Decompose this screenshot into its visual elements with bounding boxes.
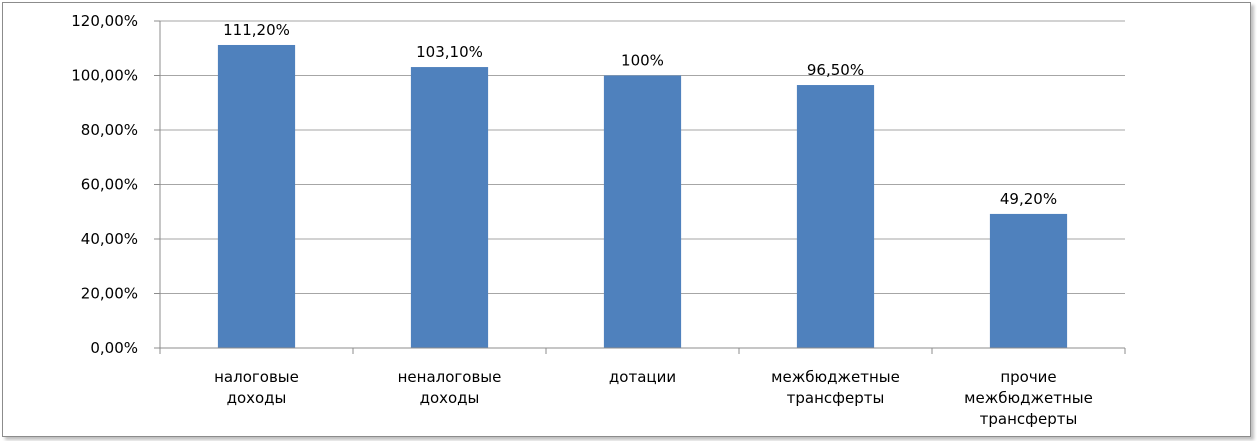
y-tick-labels: 0,00% 20,00% 40,00% 60,00% 80,00% 100,00% 120,… (71, 12, 138, 357)
axes (154, 20, 1126, 354)
y-tick-label: 80,00% (81, 121, 138, 139)
bar-chart: 0,00% 20,00% 40,00% 60,00% 80,00% 100,00% 120,… (71, 12, 1126, 428)
category-label-line: межбюджетные (964, 389, 1093, 407)
category-label-line: доходы (227, 389, 287, 407)
bar (217, 44, 296, 348)
y-tick-label: 0,00% (90, 339, 138, 357)
category-labels: налоговые доходы неналоговые доходы дотации м… (214, 368, 1093, 428)
data-label: 96,50% (807, 61, 864, 79)
y-tick-label: 60,00% (81, 176, 138, 194)
bars (217, 44, 1068, 349)
category-label-line: налоговые (214, 368, 299, 386)
category-label-line: неналоговые (398, 368, 502, 386)
category-label-line: межбюджетные (771, 368, 900, 386)
data-label: 100% (621, 52, 664, 70)
data-label: 103,10% (416, 43, 483, 61)
category-label: налоговые доходы (214, 368, 299, 407)
category-label: межбюджетные трансферты (771, 368, 900, 407)
y-tick-label: 100,00% (71, 67, 138, 85)
data-label: 49,20% (1000, 190, 1057, 208)
category-label-line: прочие (1000, 368, 1056, 386)
data-labels: 111,20% 103,10% 100% 96,50% 49,20% (223, 21, 1057, 208)
category-label-line: трансферты (980, 410, 1078, 428)
category-label: неналоговые доходы (398, 368, 502, 407)
data-label: 111,20% (223, 21, 290, 39)
category-label-line: доходы (420, 389, 480, 407)
y-tick-label: 20,00% (81, 285, 138, 303)
bar (989, 213, 1068, 348)
bar (603, 75, 682, 348)
bar (796, 85, 875, 348)
category-label: прочие межбюджетные трансферты (964, 368, 1093, 428)
y-tick-label: 40,00% (81, 230, 138, 248)
category-label-line: трансферты (787, 389, 885, 407)
bar (410, 67, 489, 349)
y-tick-label: 120,00% (71, 12, 138, 30)
category-label: дотации (609, 368, 676, 386)
category-label-line: дотации (609, 368, 676, 386)
